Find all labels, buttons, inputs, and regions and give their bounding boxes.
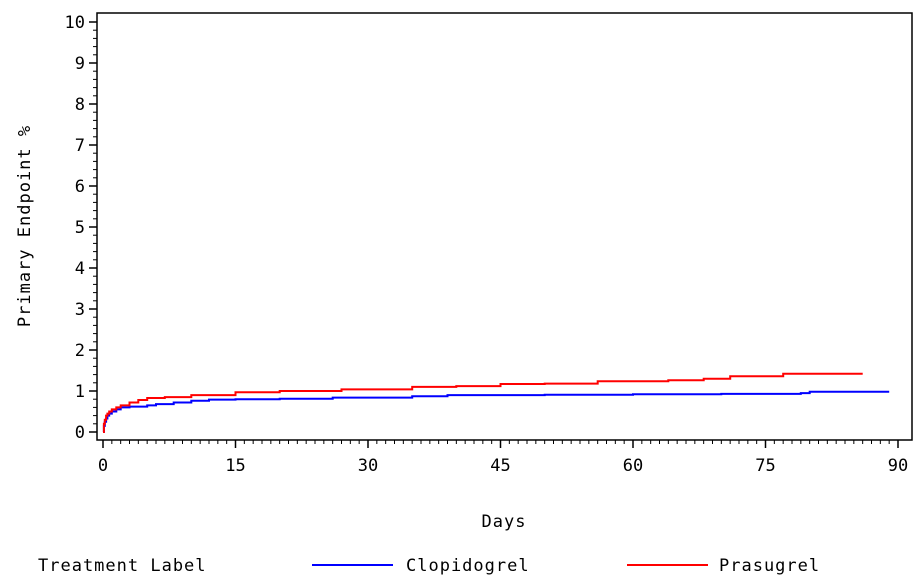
x-tick-label: 15 — [225, 456, 245, 476]
y-tick-label: 9 — [75, 54, 85, 74]
y-tick-label: 7 — [75, 136, 85, 156]
y-tick-label: 2 — [75, 341, 85, 361]
y-tick-label: 1 — [75, 382, 85, 402]
x-tick-label: 60 — [623, 456, 643, 476]
x-tick-label: 45 — [490, 456, 510, 476]
y-tick-label: 8 — [75, 95, 85, 115]
x-tick-label: 90 — [888, 456, 908, 476]
y-tick-label: 0 — [75, 423, 85, 443]
series-layer — [102, 372, 890, 433]
y-tick-label: 10 — [65, 13, 85, 33]
y-tick-label: 6 — [75, 177, 85, 197]
y-tick-label: 4 — [75, 259, 85, 279]
series-line-clopidogrel — [102, 390, 890, 433]
legend-title: Treatment Label — [38, 556, 207, 576]
x-axis: 0 15 30 45 60 75 90 — [98, 440, 908, 476]
legend-label-clopidogrel: Clopidogrel — [406, 556, 530, 576]
y-axis: 0 1 2 3 4 5 6 7 8 9 10 — [65, 13, 97, 443]
y-tick-label: 3 — [75, 300, 85, 320]
series-line-prasugrel — [102, 372, 863, 433]
plot-frame — [96, 12, 913, 441]
legend-label-prasugrel: Prasugrel — [719, 556, 820, 576]
legend: Treatment Label Clopidogrel Prasugrel — [38, 556, 820, 576]
x-axis-title: Days — [482, 512, 527, 532]
x-tick-label: 30 — [358, 456, 378, 476]
y-axis-title: Primary Endpoint % — [15, 125, 35, 327]
x-tick-label: 0 — [98, 456, 108, 476]
x-tick-label: 75 — [755, 456, 775, 476]
y-tick-label: 5 — [75, 218, 85, 238]
